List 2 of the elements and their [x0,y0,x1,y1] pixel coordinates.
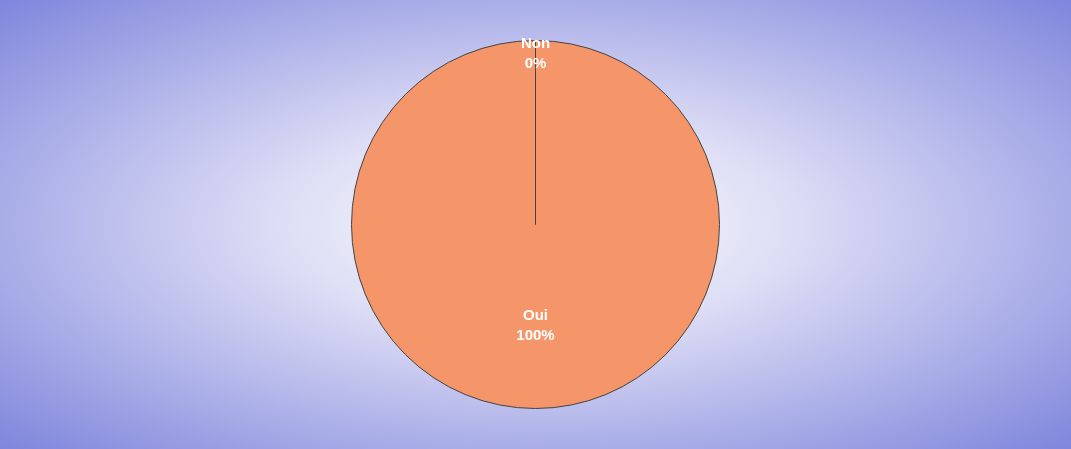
slice-label: Oui [523,305,548,323]
data-label: 100% [516,325,555,343]
